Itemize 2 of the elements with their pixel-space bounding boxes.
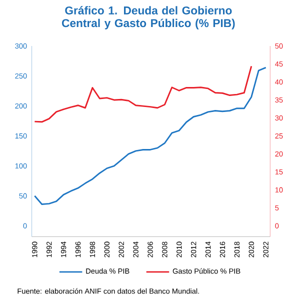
chart-title: Gráfico 1. Deuda del Gobierno Central y Gasto Público (% PIB) <box>62 6 235 30</box>
line-series <box>34 65 252 123</box>
